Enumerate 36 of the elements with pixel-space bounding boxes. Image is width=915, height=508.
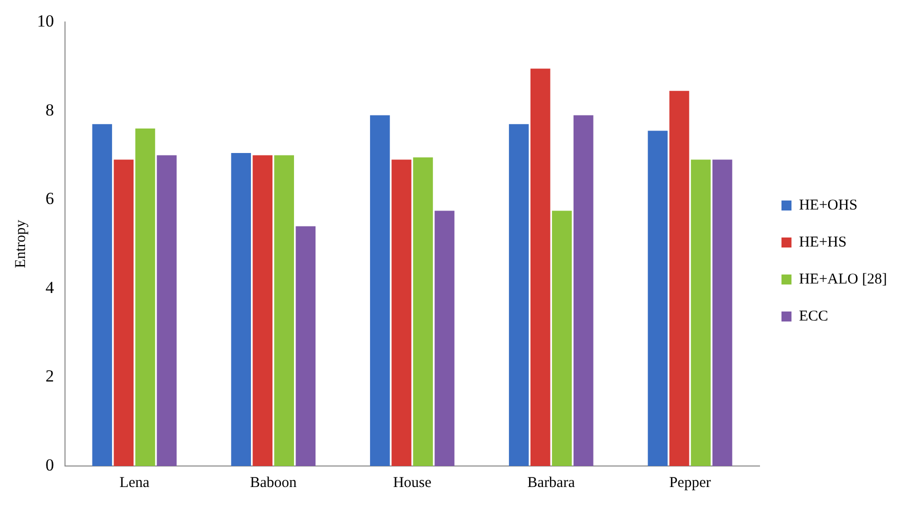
bar xyxy=(552,210,572,466)
y-tick-label: 0 xyxy=(46,455,54,474)
bar xyxy=(156,155,177,466)
x-tick-label: Barbara xyxy=(527,474,576,491)
bar xyxy=(574,115,594,466)
y-tick-label: 2 xyxy=(46,366,54,386)
x-tick-label: Pepper xyxy=(669,474,711,491)
legend-label: HE+OHS xyxy=(798,197,858,214)
legend-label: HE+HS xyxy=(798,234,847,250)
legend-label: ECC xyxy=(798,308,828,324)
bar xyxy=(274,155,294,466)
x-tick-label: Baboon xyxy=(250,474,298,491)
bar xyxy=(296,226,316,466)
legend-label: HE+ALO [28] xyxy=(798,271,888,288)
bar xyxy=(135,128,156,466)
bar xyxy=(413,157,433,466)
bar xyxy=(669,90,690,466)
y-tick-label: 4 xyxy=(46,278,54,297)
bar xyxy=(648,130,668,466)
bar xyxy=(92,124,112,466)
bar xyxy=(434,210,454,466)
y-tick-label: 10 xyxy=(37,11,54,30)
bar xyxy=(712,160,732,466)
bar xyxy=(508,124,529,466)
y-tick-label: 8 xyxy=(46,100,54,120)
bar xyxy=(231,152,251,466)
x-tick-label: House xyxy=(393,474,432,491)
x-tick-label: Lena xyxy=(119,474,150,491)
y-axis-title: Entropy xyxy=(12,219,29,268)
bar xyxy=(392,160,412,466)
bar xyxy=(530,68,550,466)
bar xyxy=(114,160,134,466)
y-tick-label: 6 xyxy=(46,189,54,208)
bar xyxy=(252,155,272,466)
bar xyxy=(370,115,390,466)
bar xyxy=(690,160,711,466)
